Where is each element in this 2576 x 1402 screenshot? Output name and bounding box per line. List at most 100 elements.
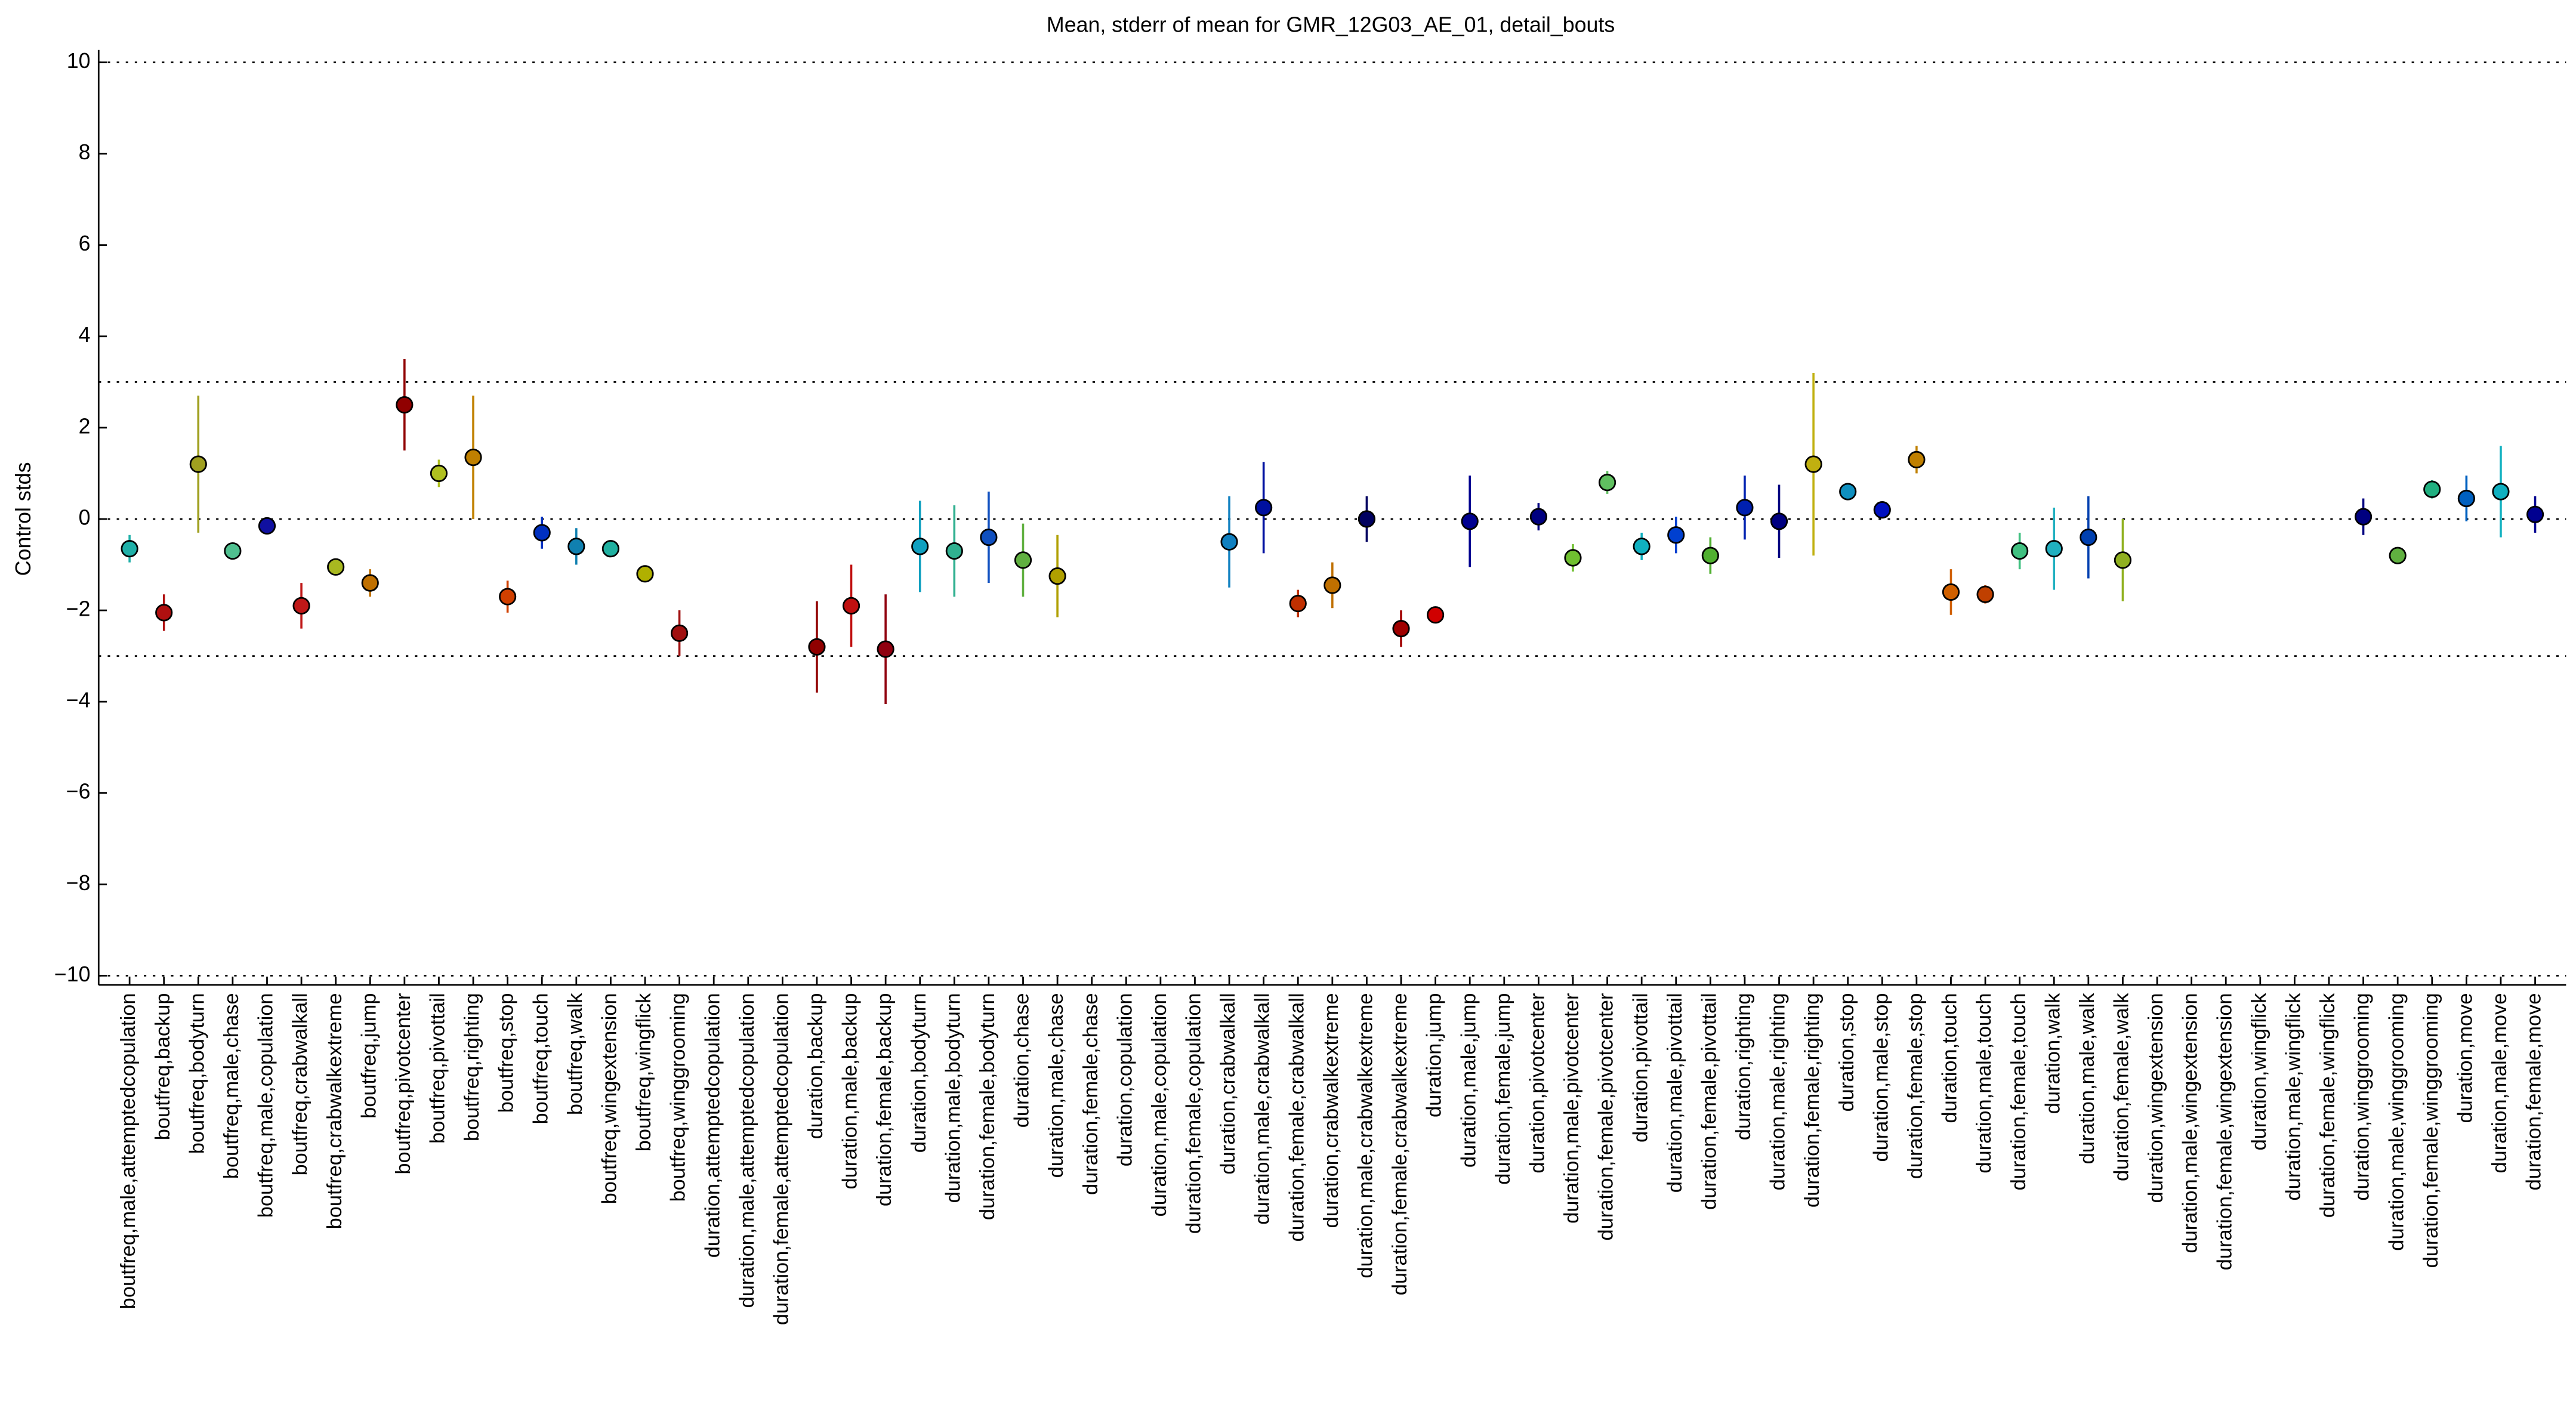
mean-marker (1633, 538, 1651, 555)
mean-marker (601, 540, 620, 558)
x-tick-label: duration,female,walk (2111, 993, 2133, 1181)
y-tick-label: 0 (79, 505, 91, 529)
mean-marker (2423, 480, 2441, 498)
x-tick-label: duration,stop (1835, 993, 1858, 1111)
mean-marker (1839, 483, 1857, 501)
x-tick-label: boutfreq,jump (357, 993, 380, 1118)
x-tick-label: duration,female,attemptedcopulation (770, 993, 792, 1325)
x-tick-label: duration,male,righting (1767, 993, 1790, 1190)
x-tick-label: duration,male,jump (1457, 993, 1480, 1168)
x-tick-label: duration,male,bodyturn (942, 993, 964, 1203)
x-tick-label: duration,jump (1423, 993, 1446, 1117)
mean-marker (1358, 510, 1376, 528)
mean-marker (877, 640, 894, 658)
mean-marker (1048, 567, 1066, 585)
mean-marker (567, 538, 585, 555)
mean-marker (2011, 542, 2029, 560)
mean-marker (1255, 499, 1273, 517)
x-tick-label: duration,female,righting (1801, 993, 1824, 1208)
x-tick-label: duration,male,walk (2076, 993, 2099, 1165)
mean-marker (1942, 583, 1960, 601)
mean-marker (396, 396, 414, 414)
mean-marker (327, 558, 345, 576)
x-tick-label: boutfreq,winggrooming (667, 993, 690, 1202)
x-tick-label: boutfreq,stop (495, 993, 518, 1113)
x-tick-label: boutfreq,touch (529, 993, 552, 1124)
x-tick-label: duration,male,backup (839, 993, 862, 1189)
mean-marker (224, 542, 242, 560)
x-tick-label: duration,female,backup (873, 993, 896, 1206)
mean-marker (499, 588, 517, 606)
mean-marker (911, 538, 929, 555)
x-tick-label: duration,touch (1939, 993, 1961, 1123)
x-tick-label: duration,male,wingextension (2179, 993, 2202, 1253)
y-tick-label: 6 (79, 231, 91, 255)
x-tick-label: duration,female,wingflick (2316, 993, 2339, 1218)
y-tick-label: −2 (66, 597, 91, 621)
x-tick-label: duration,female,crabwalkextreme (1389, 993, 1411, 1295)
y-tick-label: −8 (66, 871, 91, 895)
x-tick-label: duration,female,touch (2007, 993, 2030, 1190)
mean-marker (361, 574, 379, 592)
mean-marker (1701, 546, 1719, 564)
y-tick-label: 8 (79, 140, 91, 164)
mean-marker (1770, 512, 1788, 530)
mean-marker (1220, 533, 1238, 551)
y-tick-label: −4 (66, 688, 91, 712)
mean-marker (2457, 489, 2475, 508)
mean-marker (464, 449, 482, 467)
mean-marker (430, 464, 448, 483)
mean-marker (1427, 606, 1445, 624)
x-tick-label: duration,female,copulation (1183, 993, 1205, 1234)
mean-marker (808, 638, 826, 656)
x-tick-label: duration,crabwalkextreme (1320, 993, 1343, 1228)
mean-marker (842, 597, 860, 614)
x-tick-label: duration,female,wingextension (2213, 993, 2236, 1270)
y-tick-label: 2 (79, 414, 91, 438)
x-tick-label: boutfreq,pivottail (427, 993, 449, 1143)
y-tick-label: −6 (66, 780, 91, 804)
x-tick-label: duration,pivottail (1629, 993, 1652, 1142)
y-axis-label: Control stds (11, 462, 35, 576)
x-tick-label: duration,female,jump (1492, 993, 1514, 1184)
y-tick-label: 10 (67, 49, 91, 73)
x-tick-label: duration,male,winggrooming (2385, 993, 2408, 1250)
x-tick-label: duration,female,chase (1079, 993, 1102, 1195)
y-tick-label: −10 (54, 962, 91, 986)
x-tick-label: duration,female,move (2523, 993, 2546, 1190)
mean-marker (980, 528, 998, 546)
mean-marker (2080, 528, 2097, 546)
mean-marker (2389, 546, 2407, 564)
x-tick-label: duration,pivotcenter (1526, 993, 1548, 1173)
x-tick-label: boutfreq,wingextension (599, 993, 621, 1204)
x-tick-label: boutfreq,male,chase (220, 993, 243, 1179)
mean-marker (2526, 505, 2544, 523)
x-tick-label: boutfreq,wingflick (633, 993, 655, 1152)
x-tick-label: duration,male,crabwalkextreme (1355, 993, 1377, 1278)
mean-marker (2045, 540, 2063, 558)
x-tick-label: boutfreq,righting (461, 993, 483, 1141)
x-tick-label: boutfreq,pivotcenter (392, 993, 415, 1174)
mean-marker (1598, 474, 1616, 492)
x-tick-label: boutfreq,male,copulation (255, 993, 277, 1218)
x-tick-label: duration,righting (1732, 993, 1755, 1140)
x-tick-label: boutfreq,bodyturn (186, 993, 208, 1154)
mean-marker (1014, 551, 1032, 569)
x-tick-label: duration,wingflick (2248, 993, 2270, 1151)
x-tick-label: duration,female,stop (1904, 993, 1927, 1179)
mean-marker (292, 597, 310, 614)
x-tick-label: duration,female,bodyturn (976, 993, 999, 1220)
x-tick-label: duration,male,chase (1045, 993, 1068, 1178)
mean-marker (1529, 508, 1547, 526)
x-tick-label: duration,male,stop (1869, 993, 1892, 1162)
mean-marker (189, 455, 207, 473)
mean-marker (1324, 576, 1341, 594)
x-tick-label: duration,chase (1011, 993, 1034, 1128)
mean-marker (155, 604, 173, 622)
x-tick-label: duration,wingextension (2145, 993, 2167, 1203)
x-tick-label: duration,female,pivottail (1698, 993, 1720, 1209)
x-tick-label: duration,copulation (1113, 993, 1136, 1166)
mean-marker (2492, 483, 2510, 501)
